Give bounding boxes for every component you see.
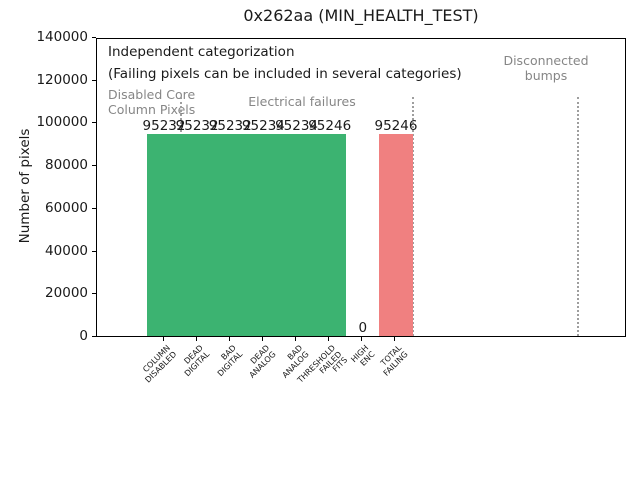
y-tick-label: 140000	[36, 29, 88, 45]
y-tick-label: 40000	[45, 242, 88, 259]
y-tick-mark	[92, 165, 96, 167]
bar-bad-digital	[213, 133, 247, 336]
x-tick-mark	[228, 337, 230, 341]
y-tick-mark	[92, 293, 96, 295]
y-tick-label: 120000	[36, 71, 88, 88]
bar-threshold-failed-fits	[313, 133, 347, 336]
section-label-disconnected-bumps: Disconnected bumps	[503, 53, 589, 83]
bar-total-failing	[379, 133, 413, 336]
y-tick-mark	[92, 336, 96, 337]
x-tick-mark	[162, 337, 164, 341]
bar-value-label: 95234	[275, 117, 319, 134]
x-tick-label: DEAD ANALOG	[246, 343, 278, 380]
x-tick-label: HIGH ENC	[349, 343, 377, 368]
x-tick-label: BAD DIGITAL	[215, 343, 244, 378]
y-tick-label: 100000	[36, 114, 88, 131]
y-tick-mark	[92, 79, 96, 81]
section-label-disabled-core-column-pixels: Disabled Core Column Pixels	[108, 87, 196, 117]
annotation-categories-note: (Failing pixels can be included in sever…	[108, 66, 462, 82]
x-tick-label: COLUMN DISABLED	[140, 343, 178, 385]
x-tick-label: DEAD DIGITAL	[182, 343, 211, 378]
annotation-independent-categorization: Independent categorization	[108, 44, 295, 60]
y-tick-mark	[92, 122, 96, 124]
bar-value-label: 95234	[241, 117, 285, 134]
bar-value-label: 95232	[142, 117, 186, 134]
y-tick-mark	[92, 37, 96, 38]
y-tick-mark	[92, 207, 96, 209]
bar-value-label: 0	[358, 320, 368, 336]
bar-value-label: 95232	[208, 117, 252, 134]
y-tick-label: 80000	[45, 157, 88, 174]
bar-dead-analog	[246, 133, 280, 336]
x-tick-mark	[195, 337, 197, 341]
section-label-electrical-failures: Electrical failures	[248, 94, 356, 109]
chart-title: 0x262aa (MIN_HEALTH_TEST)	[243, 6, 479, 25]
bar-column-disabled	[147, 133, 181, 336]
x-tick-mark	[394, 337, 396, 341]
bar-value-label: 95246	[374, 117, 418, 134]
bar-dead-digital	[180, 133, 214, 336]
x-tick-mark	[295, 337, 297, 341]
x-tick-label: TOTAL FAILING	[379, 343, 410, 378]
x-tick-mark	[328, 337, 330, 341]
y-tick-label: 60000	[45, 199, 88, 216]
bar-bad-analog	[279, 133, 314, 336]
bar-value-label: 95232	[175, 117, 219, 134]
y-axis-label: Number of pixels	[17, 128, 33, 244]
y-tick-mark	[92, 250, 96, 252]
x-tick-mark	[261, 337, 263, 341]
section-separator-line	[577, 97, 580, 336]
bar-value-label: 95246	[308, 117, 352, 134]
y-tick-label: 20000	[45, 285, 88, 302]
x-tick-mark	[361, 337, 363, 341]
y-tick-label: 0	[79, 328, 88, 344]
plot-area: Independent categorization (Failing pixe…	[96, 38, 626, 337]
